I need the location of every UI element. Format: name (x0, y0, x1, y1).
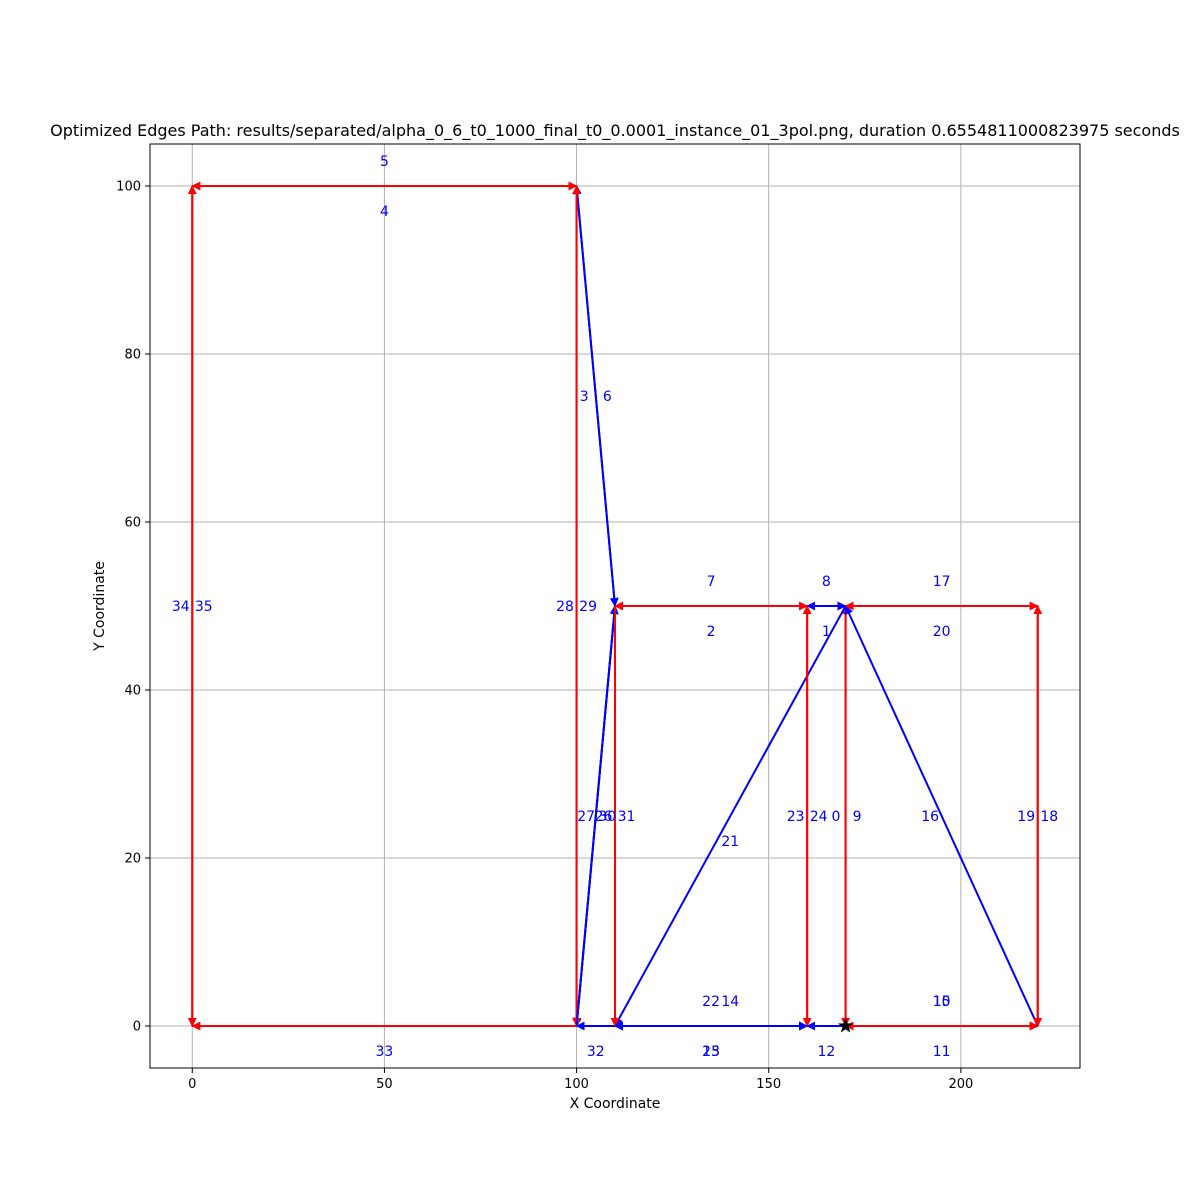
x-tick-label: 50 (376, 1077, 393, 1092)
edge-label: 6 (603, 389, 612, 405)
edges-group (192, 186, 1037, 1026)
edge-label: 20 (933, 624, 951, 640)
edge-label: 34 (172, 599, 190, 615)
edge-label: 7 (707, 574, 716, 590)
edge-label: 22 (702, 994, 720, 1010)
edge-label: 3 (580, 389, 589, 405)
edge-label: 31 (618, 809, 636, 825)
x-tick-label: 0 (188, 1077, 196, 1092)
edge-label: 24 (810, 809, 828, 825)
edge-label: 14 (721, 994, 739, 1010)
edge-label: 23 (787, 809, 805, 825)
edge-label: 2 (707, 624, 716, 640)
edge-label: 9 (853, 809, 862, 825)
edge-label: 17 (933, 574, 951, 590)
edge-16 (846, 606, 1038, 1026)
edge-label: 12 (817, 1044, 835, 1060)
edge-label: 33 (376, 1044, 394, 1060)
x-tick-label: 200 (948, 1077, 973, 1092)
x-tick-label: 150 (756, 1077, 781, 1092)
edge-label: 5 (380, 154, 389, 170)
edge-label: 32 (587, 1044, 605, 1060)
y-tick-label: 40 (124, 684, 141, 699)
y-tick-label: 100 (116, 180, 141, 195)
y-tick-label: 60 (124, 516, 141, 531)
edge-label: 16 (921, 809, 939, 825)
start-marker-group (838, 1018, 853, 1032)
edge-label: 18 (1040, 809, 1058, 825)
edge-label: 4 (380, 204, 389, 220)
edge-label: 28 (556, 599, 574, 615)
x-tick-label: 100 (564, 1077, 589, 1092)
edge-label: 30 (598, 809, 616, 825)
edge-label: 1 (822, 624, 831, 640)
edge-label: 15 (933, 994, 951, 1010)
edge-label: 0 (832, 809, 841, 825)
edge-label: 19 (1017, 809, 1035, 825)
start-star-marker (838, 1018, 853, 1032)
edge-label: 35 (195, 599, 213, 615)
edge-label: 27 (577, 809, 595, 825)
edge-label: 11 (933, 1044, 951, 1060)
x-axis-label: X Coordinate (570, 1096, 661, 1112)
edge-label: 29 (579, 599, 597, 615)
y-tick-label: 80 (124, 348, 141, 363)
y-axis-label: Y Coordinate (92, 561, 108, 652)
y-tick-label: 0 (133, 1020, 141, 1035)
edge-label: 13 (702, 1044, 720, 1060)
y-tick-label: 20 (124, 852, 141, 867)
edge-label: 21 (721, 834, 739, 850)
chart-title: Optimized Edges Path: results/separated/… (50, 121, 1180, 141)
edge-label: 8 (822, 574, 831, 590)
